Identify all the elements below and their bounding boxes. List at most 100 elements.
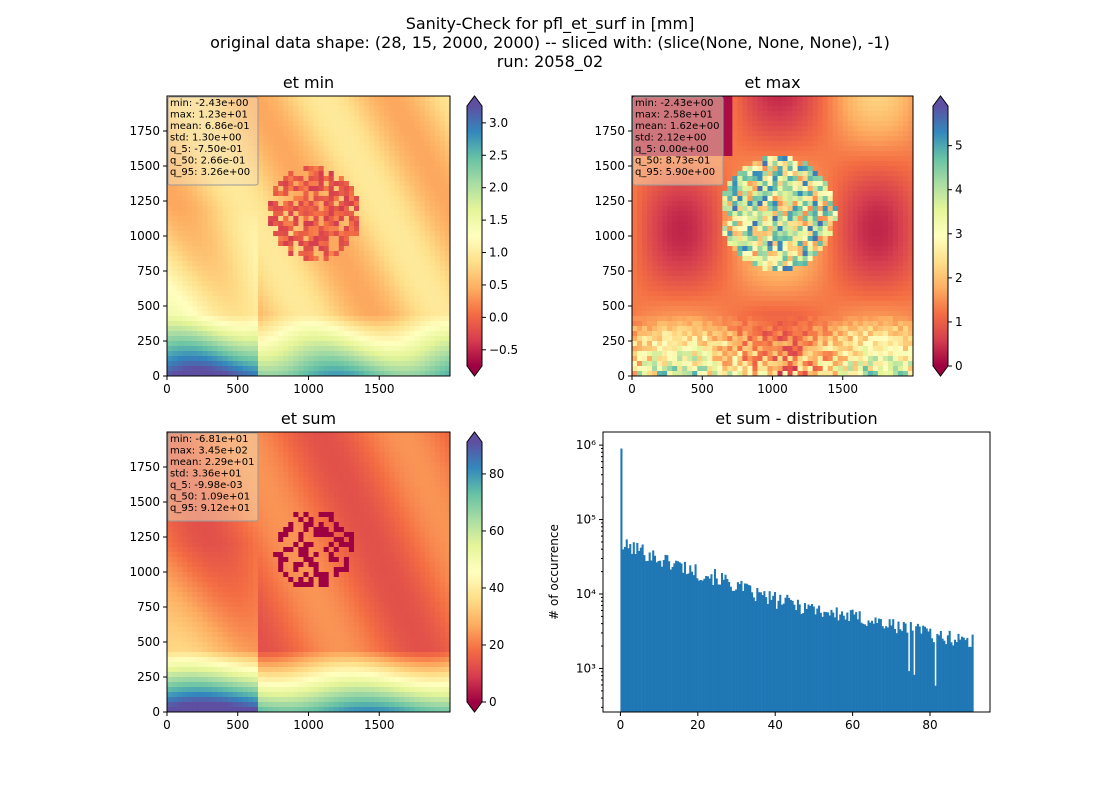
histogram-bar (837, 620, 840, 712)
histogram-bar (957, 633, 960, 712)
histogram-bar (655, 562, 658, 712)
stats-line: mean: 2.29e+01 (170, 457, 254, 468)
histogram-bar (784, 597, 787, 712)
histogram-bar (747, 584, 750, 712)
colorbar-tick-label: 80 (489, 467, 504, 481)
histogram-bar (736, 582, 739, 712)
y-tick-label: 500 (137, 635, 160, 649)
histogram-bar (901, 630, 904, 712)
panel-title: et sum (281, 409, 336, 428)
y-tick-label: 1250 (129, 194, 160, 208)
histogram-bar (623, 546, 626, 712)
histogram-bar (828, 615, 831, 712)
histogram-bar (916, 623, 919, 712)
colorbar-tick-label: 2.5 (489, 148, 508, 162)
histogram-bar (938, 635, 941, 712)
histogram-bar (620, 448, 623, 712)
histogram-bar (735, 589, 738, 712)
histogram-bars (620, 448, 974, 712)
histogram-bar (669, 569, 672, 712)
histogram-bar (691, 571, 694, 712)
y-tick-label: 1500 (129, 495, 160, 509)
histogram-bar (968, 646, 971, 712)
histogram-bar (795, 610, 798, 712)
histogram-bar (729, 586, 732, 712)
histogram-bar (678, 562, 681, 712)
histogram-bar (662, 560, 665, 712)
histogram-bar (906, 632, 909, 712)
histogram-bar (862, 623, 865, 712)
histogram-bar (721, 573, 724, 712)
y-tick-label: 10⁶ (576, 438, 596, 452)
histogram-bar (789, 599, 792, 712)
x-tick-label: 1000 (293, 718, 324, 732)
histogram-bar (814, 614, 817, 712)
stats-line: q_95: 3.26e+00 (170, 167, 250, 178)
y-tick-label: 10⁵ (576, 513, 596, 527)
y-tick-label: 250 (137, 670, 160, 684)
stats-line: q_95: 9.12e+01 (170, 503, 250, 514)
x-tick-label: 40 (768, 718, 783, 732)
histogram-bar (833, 617, 837, 712)
histogram-bar (904, 623, 907, 712)
histogram-bar (915, 626, 918, 712)
colorbar-tick-label: 1.5 (489, 213, 508, 227)
histogram-bar (860, 622, 863, 712)
y-axis-label: # of occurrence (547, 524, 561, 620)
stats-line: q_5: 0.00e+00 (635, 144, 709, 155)
histogram-bar (661, 566, 664, 712)
histogram-bar (835, 607, 838, 712)
colorbar-tick-label: 1 (955, 315, 963, 329)
histogram-bar (751, 592, 754, 712)
x-tick-label: 500 (226, 718, 249, 732)
histogram-bar (858, 611, 861, 712)
histogram-bar (643, 555, 646, 712)
histogram-bar (627, 548, 630, 712)
histogram-bar (971, 634, 974, 712)
histogram-bar (966, 637, 969, 712)
histogram-bar (969, 646, 972, 712)
colorbar: 0 20 40 60 80 (466, 431, 504, 713)
histogram-bar (899, 629, 902, 712)
histogram-bar (682, 572, 685, 712)
histogram-bar (909, 622, 912, 712)
histogram-bar (876, 622, 879, 712)
histogram-bar (908, 671, 911, 712)
stats-line: q_50: 2.66e-01 (170, 156, 245, 167)
colorbar-tick-label: 0.5 (489, 278, 508, 292)
histogram-bar (934, 685, 937, 712)
histogram-bar (943, 640, 946, 712)
histogram-bar (763, 591, 766, 712)
histogram-bar (888, 619, 891, 712)
histogram-bar (758, 592, 761, 712)
colorbar-tick-label: 0 (955, 359, 963, 373)
histogram-bar (696, 578, 699, 712)
colorbar-tick-label: 3 (955, 227, 963, 241)
histogram-bar (923, 626, 927, 712)
histogram-bar (816, 608, 819, 712)
stats-line: q_50: 8.73e-01 (635, 156, 710, 167)
histogram-bar (853, 614, 856, 712)
x-tick-label: 1000 (757, 382, 788, 396)
y-tick-label: 1250 (594, 194, 625, 208)
histogram-bar (802, 613, 805, 712)
histogram-bar (809, 605, 812, 712)
y-tick-label: 750 (602, 264, 625, 278)
histogram-bar (805, 608, 808, 712)
histogram-bar (941, 638, 944, 712)
histogram-bar (775, 608, 778, 712)
panel-title: et min (283, 73, 334, 92)
histogram-bar (832, 612, 835, 712)
x-tick-label: 0 (617, 718, 625, 732)
stats-line: max: 1.23e+01 (170, 110, 248, 121)
histogram-bar (653, 555, 656, 712)
histogram-bar (638, 550, 641, 712)
x-tick-label: 80 (922, 718, 937, 732)
histogram-bar (636, 542, 639, 712)
x-tick-label: 0 (628, 382, 636, 396)
stats-line: mean: 6.86e-01 (170, 121, 250, 132)
stats-line: q_5: -7.50e-01 (170, 144, 243, 155)
histogram-bar (918, 626, 921, 712)
y-tick-label: 250 (137, 334, 160, 348)
